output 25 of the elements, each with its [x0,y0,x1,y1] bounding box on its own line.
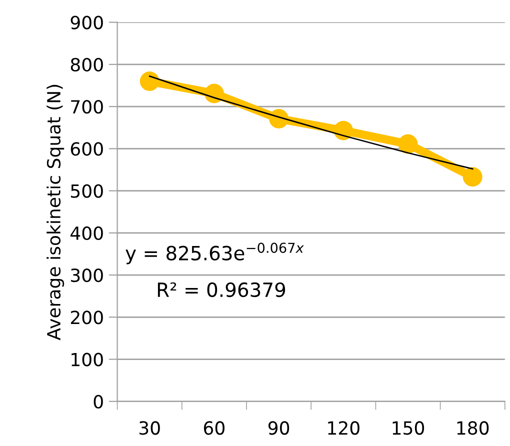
point [462,167,482,187]
y-tick-label: 600 [70,142,103,156]
x-tick-label: 60 [204,421,224,435]
point [398,134,418,154]
y-tick-label: 200 [70,310,103,324]
x-tick-label: 150 [392,421,424,435]
x-tick-label: 120 [328,421,360,435]
x-tick-label: 180 [457,421,489,435]
y-axis-title: Average isokinetic Squat (N) [46,84,64,340]
y-tick-label: 500 [71,184,103,198]
annotation: y = 825.63e$^{−0.067x}$ [126,242,304,264]
annotation: R² = 0.96379 [158,282,286,298]
y-tick-label: 400 [70,226,103,240]
x-tick-label: 30 [139,421,160,435]
y-tick-label: 0 [94,394,103,409]
point [334,120,354,140]
point [269,109,289,128]
y-tick-label: 300 [71,268,103,282]
point [140,72,160,91]
point [204,84,224,104]
x-tick-label: 90 [268,421,290,435]
y-tick-label: 700 [71,100,103,114]
y-tick-label: 800 [70,58,103,72]
y-tick-label: 100 [72,352,103,366]
y-tick-label: 900 [70,16,103,30]
